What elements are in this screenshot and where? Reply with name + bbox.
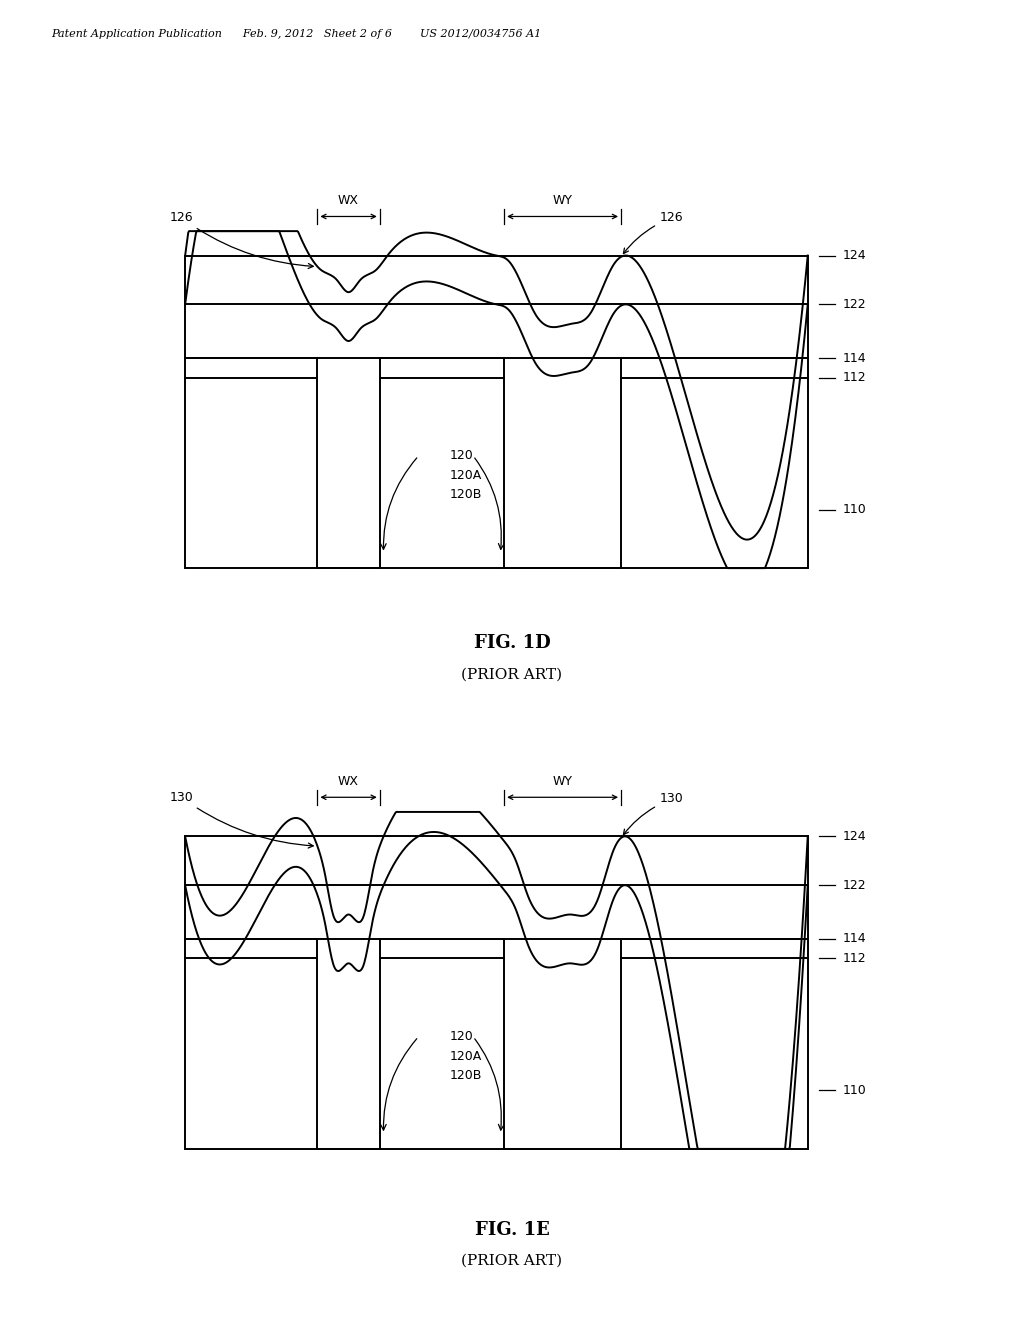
Text: 110: 110 xyxy=(843,1084,866,1097)
Text: 124: 124 xyxy=(843,249,866,263)
Text: 120: 120 xyxy=(450,449,473,462)
Text: WY: WY xyxy=(553,194,572,207)
Text: 112: 112 xyxy=(843,371,866,384)
Text: (PRIOR ART): (PRIOR ART) xyxy=(462,668,562,682)
Text: 124: 124 xyxy=(843,830,866,843)
Text: FIG. 1E: FIG. 1E xyxy=(475,1221,549,1239)
Text: 130: 130 xyxy=(170,791,313,847)
Text: WX: WX xyxy=(338,194,359,207)
Text: 120B: 120B xyxy=(450,1069,482,1082)
Text: 110: 110 xyxy=(843,503,866,516)
Text: 112: 112 xyxy=(843,952,866,965)
Text: 122: 122 xyxy=(843,879,866,892)
Text: 120A: 120A xyxy=(450,469,482,482)
Text: Patent Application Publication      Feb. 9, 2012   Sheet 2 of 6        US 2012/0: Patent Application Publication Feb. 9, 2… xyxy=(51,29,542,40)
Text: 122: 122 xyxy=(843,298,866,312)
Text: 126: 126 xyxy=(624,211,683,253)
Text: 114: 114 xyxy=(843,351,866,364)
Text: 120: 120 xyxy=(450,1030,473,1043)
Text: WY: WY xyxy=(553,775,572,788)
Text: 120A: 120A xyxy=(450,1049,482,1063)
Text: 130: 130 xyxy=(624,792,684,834)
Text: 126: 126 xyxy=(170,211,313,268)
Text: 120B: 120B xyxy=(450,488,482,502)
Text: WX: WX xyxy=(338,775,359,788)
Text: (PRIOR ART): (PRIOR ART) xyxy=(462,1254,562,1269)
Text: FIG. 1D: FIG. 1D xyxy=(474,634,550,652)
Text: 114: 114 xyxy=(843,932,866,945)
